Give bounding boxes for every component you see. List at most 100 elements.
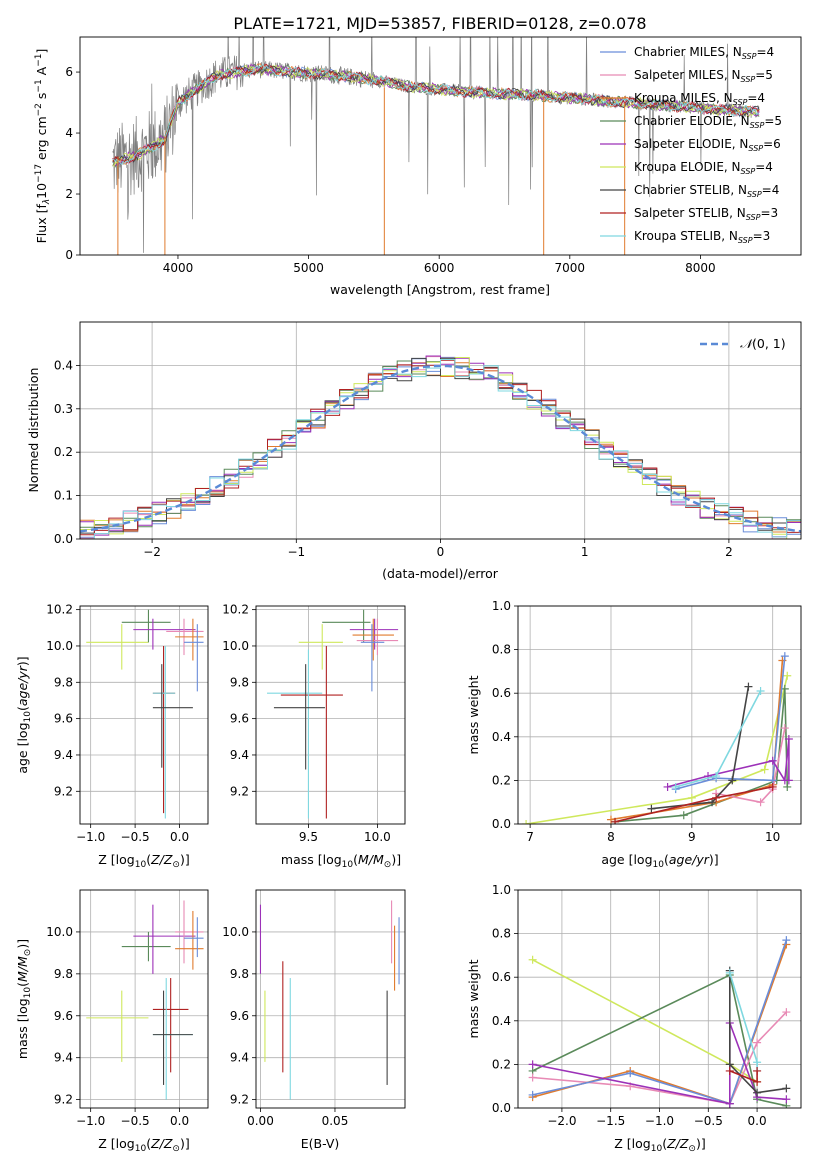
y-axis-label: mass weight bbox=[466, 675, 481, 754]
y-tick-label: 9.6 bbox=[54, 1009, 73, 1023]
model-spectrum bbox=[112, 63, 760, 166]
fit-errorbar bbox=[280, 645, 343, 819]
fit-errorbar bbox=[86, 990, 149, 1062]
y-tick-label: 0.6 bbox=[492, 686, 511, 700]
fit-errorbar bbox=[152, 664, 193, 768]
label-part: ⊙ bbox=[23, 949, 33, 957]
label-part: Z [log bbox=[98, 852, 134, 867]
label-part: −2 bbox=[34, 103, 44, 116]
legend-text: Kroupa ELODIE, N bbox=[634, 160, 741, 174]
legend-entry: Chabrier STELIB, NSSP=4 bbox=[634, 183, 779, 199]
label-part: ⊙ bbox=[384, 860, 392, 870]
weight-marker bbox=[528, 1060, 537, 1069]
axes-frame bbox=[517, 605, 802, 825]
x-tick-label: 2 bbox=[725, 545, 733, 559]
legend-sub: SSP bbox=[742, 52, 757, 61]
fit-errorbar bbox=[322, 609, 371, 643]
legend-sub: SSP bbox=[741, 167, 756, 176]
label-part: Z/Z bbox=[666, 1136, 689, 1151]
x-tick-label: 9 bbox=[688, 830, 696, 844]
weight-marker bbox=[725, 968, 734, 977]
mass-vs-extinction-panel: 0.00 0.05 9.2 9.4 9.6 9.8 10.0 E(B-V) bbox=[222, 889, 406, 1151]
label-part: ( bbox=[662, 1136, 667, 1151]
weight-marker bbox=[783, 782, 792, 791]
label-part: erg cm bbox=[34, 116, 49, 164]
fit-errorbar bbox=[360, 624, 385, 692]
x-tick-label: −2 bbox=[143, 545, 161, 559]
weight-marker bbox=[756, 687, 765, 696]
weight-lines bbox=[528, 936, 791, 1108]
legend-sub: SSP bbox=[747, 190, 762, 199]
y-tick-label: 0 bbox=[65, 248, 73, 262]
legend-entry: Kroupa MILES, NSSP=4 bbox=[634, 91, 765, 107]
y-tick-label: 6 bbox=[65, 65, 73, 79]
y-tick-label: 0.3 bbox=[54, 402, 73, 416]
legend-value: =6 bbox=[763, 137, 781, 151]
label-part: mass [log bbox=[281, 852, 342, 867]
legend-sub: SSP bbox=[748, 144, 763, 153]
y-tick-label: 9.4 bbox=[54, 748, 73, 762]
x-tick-label: 7000 bbox=[555, 261, 586, 275]
y-tick-label: 9.4 bbox=[230, 1051, 249, 1065]
grid-lines bbox=[518, 889, 801, 1109]
x-tick-label: −1.0 bbox=[645, 1114, 674, 1128]
y-tick-label: 9.2 bbox=[54, 1093, 73, 1107]
weight-marker bbox=[725, 1099, 734, 1108]
label-part: 10 bbox=[653, 860, 665, 870]
legend-value: =4 bbox=[762, 183, 780, 197]
label-part: )] bbox=[15, 939, 30, 949]
y-tick-label: 9.8 bbox=[230, 675, 249, 689]
weight-marker bbox=[782, 1095, 791, 1104]
weight-marker bbox=[753, 1038, 762, 1047]
y-tick-label: 0.8 bbox=[492, 927, 511, 941]
weight-marker bbox=[712, 793, 721, 802]
model-spectrum bbox=[112, 63, 760, 166]
model-spectrum bbox=[112, 64, 760, 164]
y-tick-label: 0.2 bbox=[492, 1057, 511, 1071]
label-part: M/M bbox=[358, 852, 384, 867]
weight-marker bbox=[780, 724, 789, 733]
x-tick-label: 5000 bbox=[293, 261, 324, 275]
weight-marker bbox=[687, 793, 696, 802]
label-part: mass [log bbox=[15, 998, 30, 1059]
x-tick-label: −2.0 bbox=[547, 1114, 576, 1128]
label-part: age [log bbox=[15, 722, 30, 773]
label-part: −1 bbox=[34, 54, 44, 67]
fit-errorbar bbox=[175, 900, 204, 964]
fit-errorbar bbox=[152, 990, 193, 1085]
x-tick-label: 0.05 bbox=[322, 1114, 349, 1128]
y-axis-label: mass weight bbox=[466, 959, 481, 1038]
label-part: ] bbox=[34, 49, 49, 54]
label-part: 10 bbox=[651, 1144, 663, 1154]
x-axis-label: Z [log10(Z/Z⊙)] bbox=[614, 1136, 705, 1154]
label-part: age [log bbox=[601, 852, 652, 867]
legend-entry: Chabrier ELODIE, NSSP=5 bbox=[634, 114, 782, 130]
x-tick-label: 0 bbox=[437, 545, 445, 559]
grid-lines bbox=[518, 605, 801, 825]
weight-marker bbox=[647, 804, 656, 813]
label-part: −17 bbox=[34, 164, 44, 183]
y-tick-label: 10.2 bbox=[46, 603, 73, 617]
mass-vs-metallicity-panel: −1.0 −0.5 0.09.29.49.69.810.0Z [log10(Z/Z⊙… bbox=[15, 889, 209, 1154]
legend-text: Salpeter MILES, N bbox=[634, 68, 741, 82]
label-part: ⊙ bbox=[172, 1144, 180, 1154]
legend-text: Salpeter STELIB, N bbox=[634, 206, 746, 220]
y-tick-label: 9.2 bbox=[230, 1093, 249, 1107]
weight-series bbox=[675, 656, 786, 790]
error-bars bbox=[86, 900, 204, 1100]
legend-text: (0, 1) bbox=[752, 336, 786, 351]
age-vs-mass-panel: 9.5 10.0 9.2 9.4 9.6 9.8 10.0 10.2 mass [log10(M… bbox=[222, 603, 406, 870]
weight-marker bbox=[611, 817, 620, 824]
weight-marker bbox=[784, 734, 793, 743]
axes-frame bbox=[517, 889, 802, 1109]
y-tick-label: 9.2 bbox=[230, 784, 249, 798]
axes-frame bbox=[255, 605, 406, 825]
label-part: Z/Z bbox=[150, 852, 173, 867]
weight-series bbox=[651, 686, 750, 810]
fit-errorbar bbox=[152, 978, 193, 1100]
x-tick-label: 9.5 bbox=[299, 830, 318, 844]
weight-marker bbox=[768, 756, 777, 765]
weight-marker bbox=[780, 652, 789, 661]
error-bars bbox=[267, 609, 399, 819]
